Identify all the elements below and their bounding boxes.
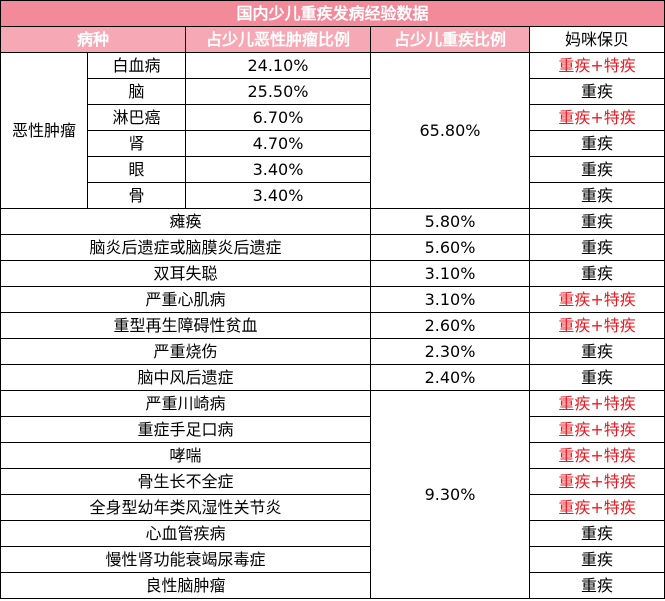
table-row: 恶性肿瘤 白血病 24.10% 65.80% 重疾+特疾 <box>0 52 665 209</box>
table-title: 国内少儿重疾发病经验数据 <box>0 0 665 27</box>
coverage-cell: 重疾 <box>528 130 665 157</box>
coverage-cell: 重疾 <box>528 208 665 235</box>
table-row: 严重川崎病 9.30% 重疾+特疾 <box>0 390 665 599</box>
table-row: 严重心肌病 3.10% 重疾+特疾 <box>0 286 665 313</box>
malignant-ratio-cell: 25.50% <box>185 78 371 105</box>
disease-name-cell: 心血管疾病 <box>0 520 371 547</box>
malignant-ratio-cell: 4.70% <box>185 130 371 157</box>
disease-subtype-cell: 眼 <box>87 156 186 183</box>
critical-ratio-cell: 5.60% <box>370 234 530 261</box>
table-row: 眼 3.40% 重疾 <box>1 156 665 183</box>
critical-ratio-cell: 65.80% <box>370 52 530 209</box>
coverage-cell: 重疾 <box>528 182 665 209</box>
critical-ratio-cell: 9.30% <box>370 390 530 599</box>
table-row: 瘫痪 5.80% 重疾 <box>0 208 665 235</box>
coverage-cell: 重疾+特疾 <box>528 104 665 131</box>
coverage-cell: 重疾+特疾 <box>528 390 665 417</box>
title-row: 国内少儿重疾发病经验数据 <box>0 0 665 27</box>
table-row: 双耳失聪 3.10% 重疾 <box>0 260 665 287</box>
header-coverage: 妈咪保贝 <box>528 26 665 53</box>
coverage-cell: 重疾+特疾 <box>528 494 665 521</box>
group-label-malignant: 恶性肿瘤 <box>0 52 88 209</box>
critical-ratio-cell: 2.30% <box>370 338 530 365</box>
table-row: 脑 25.50% 重疾 <box>1 78 665 105</box>
coverage-cell: 重疾 <box>528 156 665 183</box>
disease-name-cell: 双耳失聪 <box>0 260 371 287</box>
malignant-ratio-cell: 3.40% <box>185 182 371 209</box>
disease-name-cell: 骨生长不全症 <box>0 468 371 495</box>
disease-name-cell: 瘫痪 <box>0 208 371 235</box>
coverage-cell: 重疾+特疾 <box>528 312 665 339</box>
coverage-cell: 重疾 <box>528 572 665 599</box>
coverage-cell: 重疾 <box>528 338 665 365</box>
disease-name-cell: 良性脑肿瘤 <box>0 572 371 599</box>
table-row: 骨 3.40% 重疾 <box>1 182 665 209</box>
header-critical-ratio: 占少儿重疾比例 <box>370 26 530 53</box>
table-row: 全身型幼年类风湿性关节炎 重疾+特疾 <box>0 494 665 521</box>
header-disease: 病种 <box>0 26 186 53</box>
disease-name-cell: 严重烧伤 <box>0 338 371 365</box>
malignant-ratio-cell: 6.70% <box>185 104 371 131</box>
table-row: 肾 4.70% 重疾 <box>1 130 665 157</box>
table-row: 淋巴癌 6.70% 重疾+特疾 <box>1 104 665 131</box>
header-row: 病种 占少儿恶性肿瘤比例 占少儿重疾比例 妈咪保贝 <box>0 26 665 53</box>
coverage-cell: 重疾 <box>528 78 665 105</box>
table-row: 良性脑肿瘤 重疾 <box>0 572 665 599</box>
table-row: 哮喘 重疾+特疾 <box>0 442 665 469</box>
disease-name-cell: 脑中风后遗症 <box>0 364 371 391</box>
table-row: 重型再生障碍性贫血 2.60% 重疾+特疾 <box>0 312 665 339</box>
critical-ratio-cell: 3.10% <box>370 260 530 287</box>
disease-subtype-cell: 脑 <box>87 78 186 105</box>
malignant-ratio-cell: 3.40% <box>185 156 371 183</box>
critical-ratio-cell: 5.80% <box>370 208 530 235</box>
coverage-cell: 重疾+特疾 <box>528 286 665 313</box>
malignant-ratio-cell: 24.10% <box>185 52 371 79</box>
critical-ratio-cell: 2.40% <box>370 364 530 391</box>
table-row: 严重烧伤 2.30% 重疾 <box>0 338 665 365</box>
table-row: 骨生长不全症 重疾+特疾 <box>0 468 665 495</box>
table-row: 慢性肾功能衰竭尿毒症 重疾 <box>0 546 665 573</box>
disease-subtype-cell: 肾 <box>87 130 186 157</box>
coverage-cell: 重疾 <box>528 520 665 547</box>
disease-name-cell: 严重心肌病 <box>0 286 371 313</box>
table-row: 心血管疾病 重疾 <box>0 520 665 547</box>
table-row: 脑中风后遗症 2.40% 重疾 <box>0 364 665 391</box>
table-row: 重症手足口病 重疾+特疾 <box>0 416 665 443</box>
table-row: 脑炎后遗症或脑膜炎后遗症 5.60% 重疾 <box>0 234 665 261</box>
coverage-cell: 重疾+特疾 <box>528 52 665 79</box>
disease-name-cell: 全身型幼年类风湿性关节炎 <box>0 494 371 521</box>
coverage-cell: 重疾+特疾 <box>528 468 665 495</box>
coverage-cell: 重疾 <box>528 364 665 391</box>
coverage-cell: 重疾 <box>528 260 665 287</box>
disease-subtype-cell: 淋巴癌 <box>87 104 186 131</box>
critical-ratio-cell: 2.60% <box>370 312 530 339</box>
disease-subtype-cell: 骨 <box>87 182 186 209</box>
coverage-cell: 重疾 <box>528 234 665 261</box>
coverage-cell: 重疾+特疾 <box>528 416 665 443</box>
disease-name-cell: 重型再生障碍性贫血 <box>0 312 371 339</box>
header-malignant-ratio: 占少儿恶性肿瘤比例 <box>185 26 371 53</box>
disease-name-cell: 重症手足口病 <box>0 416 371 443</box>
disease-name-cell: 慢性肾功能衰竭尿毒症 <box>0 546 371 573</box>
coverage-cell: 重疾+特疾 <box>528 442 665 469</box>
disease-name-cell: 严重川崎病 <box>0 390 371 417</box>
disease-name-cell: 脑炎后遗症或脑膜炎后遗症 <box>0 234 371 261</box>
disease-name-cell: 哮喘 <box>0 442 371 469</box>
disease-subtype-cell: 白血病 <box>87 52 186 79</box>
coverage-cell: 重疾 <box>528 546 665 573</box>
critical-ratio-cell: 3.10% <box>370 286 530 313</box>
